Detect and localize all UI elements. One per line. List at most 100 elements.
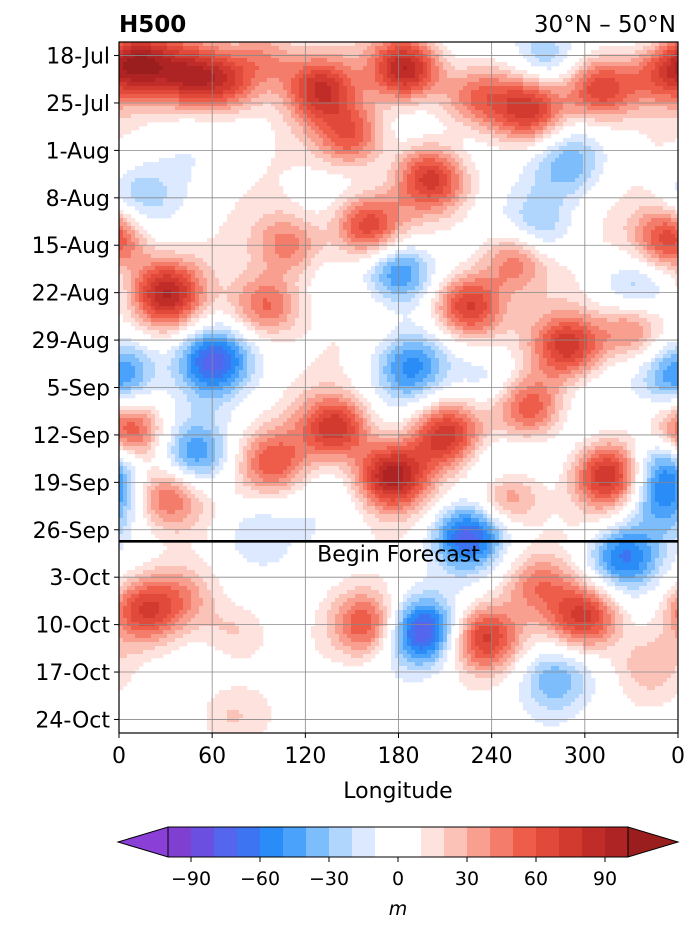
- anomaly-cell: [435, 82, 440, 87]
- anomaly-cell: [511, 138, 516, 143]
- anomaly-cell: [567, 178, 572, 183]
- anomaly-cell: [247, 106, 252, 111]
- anomaly-cell: [323, 86, 328, 91]
- anomaly-cell: [499, 138, 504, 143]
- anomaly-cell: [291, 78, 296, 83]
- anomaly-cell: [595, 146, 600, 151]
- anomaly-cell: [599, 50, 604, 55]
- anomaly-cell: [315, 230, 320, 235]
- anomaly-cell: [119, 70, 124, 75]
- anomaly-cell: [399, 98, 404, 103]
- anomaly-cell: [323, 54, 328, 59]
- anomaly-cell: [343, 226, 348, 231]
- anomaly-cell: [267, 46, 272, 51]
- anomaly-cell: [247, 82, 252, 87]
- anomaly-cell: [151, 90, 156, 95]
- anomaly-cell: [531, 182, 536, 187]
- anomaly-cell: [147, 90, 152, 95]
- anomaly-cell: [239, 234, 244, 239]
- anomaly-cell: [119, 122, 124, 127]
- anomaly-cell: [307, 74, 312, 79]
- anomaly-cell: [647, 46, 652, 51]
- anomaly-cell: [315, 70, 320, 75]
- anomaly-cell: [311, 62, 316, 67]
- anomaly-cell: [155, 86, 160, 91]
- anomaly-cell: [387, 78, 392, 83]
- anomaly-cell: [379, 182, 384, 187]
- anomaly-cell: [311, 230, 316, 235]
- anomaly-cell: [475, 90, 480, 95]
- anomaly-cell: [151, 70, 156, 75]
- anomaly-cell: [355, 114, 360, 119]
- anomaly-cell: [579, 194, 584, 199]
- anomaly-cell: [123, 66, 128, 71]
- anomaly-cell: [243, 74, 248, 79]
- anomaly-cell: [351, 90, 356, 95]
- anomaly-cell: [323, 126, 328, 131]
- anomaly-cell: [655, 74, 660, 79]
- anomaly-cell: [415, 106, 420, 111]
- anomaly-cell: [547, 174, 552, 179]
- anomaly-cell: [323, 230, 328, 235]
- anomaly-cell: [619, 82, 624, 87]
- anomaly-cell: [271, 230, 276, 235]
- anomaly-cell: [187, 98, 192, 103]
- anomaly-cell: [235, 218, 240, 223]
- anomaly-cell: [211, 90, 216, 95]
- anomaly-cell: [239, 94, 244, 99]
- anomaly-cell: [515, 98, 520, 103]
- anomaly-cell: [443, 114, 448, 119]
- anomaly-cell: [675, 70, 678, 75]
- anomaly-cell: [179, 90, 184, 95]
- anomaly-cell: [147, 82, 152, 87]
- anomaly-cell: [531, 138, 536, 143]
- anomaly-cell: [611, 110, 616, 115]
- anomaly-cell: [559, 206, 564, 211]
- anomaly-cell: [299, 154, 304, 159]
- anomaly-cell: [659, 82, 664, 87]
- anomaly-cell: [643, 54, 648, 59]
- anomaly-cell: [363, 102, 368, 107]
- anomaly-cell: [511, 66, 516, 71]
- anomaly-cell: [203, 98, 208, 103]
- anomaly-cell: [511, 202, 516, 207]
- anomaly-cell: [555, 142, 560, 147]
- anomaly-cell: [535, 206, 540, 211]
- anomaly-cell: [499, 90, 504, 95]
- anomaly-cell: [279, 210, 284, 215]
- anomaly-cell: [399, 102, 404, 107]
- anomaly-cell: [339, 118, 344, 123]
- anomaly-cell: [387, 62, 392, 67]
- anomaly-cell: [371, 54, 376, 59]
- anomaly-cell: [375, 218, 380, 223]
- anomaly-cell: [411, 50, 416, 55]
- anomaly-cell: [575, 194, 580, 199]
- anomaly-cell: [351, 82, 356, 87]
- anomaly-cell: [623, 94, 628, 99]
- anomaly-cell: [567, 222, 572, 227]
- anomaly-cell: [331, 146, 336, 151]
- anomaly-cell: [295, 122, 300, 127]
- anomaly-cell: [591, 146, 596, 151]
- anomaly-cell: [119, 66, 124, 71]
- anomaly-cell: [379, 106, 384, 111]
- anomaly-cell: [299, 50, 304, 55]
- anomaly-cell: [267, 70, 272, 75]
- anomaly-cell: [571, 162, 576, 167]
- anomaly-cell: [403, 194, 408, 199]
- anomaly-cell: [311, 118, 316, 123]
- anomaly-cell: [395, 214, 400, 219]
- anomaly-cell: [631, 90, 636, 95]
- anomaly-cell: [427, 170, 432, 175]
- anomaly-cell: [431, 138, 436, 143]
- anomaly-cell: [319, 166, 324, 171]
- anomaly-cell: [575, 182, 580, 187]
- anomaly-cell: [171, 74, 176, 79]
- anomaly-cell: [475, 130, 480, 135]
- anomaly-cell: [295, 110, 300, 115]
- anomaly-cell: [579, 58, 584, 63]
- anomaly-cell: [231, 98, 236, 103]
- anomaly-cell: [507, 90, 512, 95]
- anomaly-cell: [339, 218, 344, 223]
- anomaly-cell: [175, 186, 180, 191]
